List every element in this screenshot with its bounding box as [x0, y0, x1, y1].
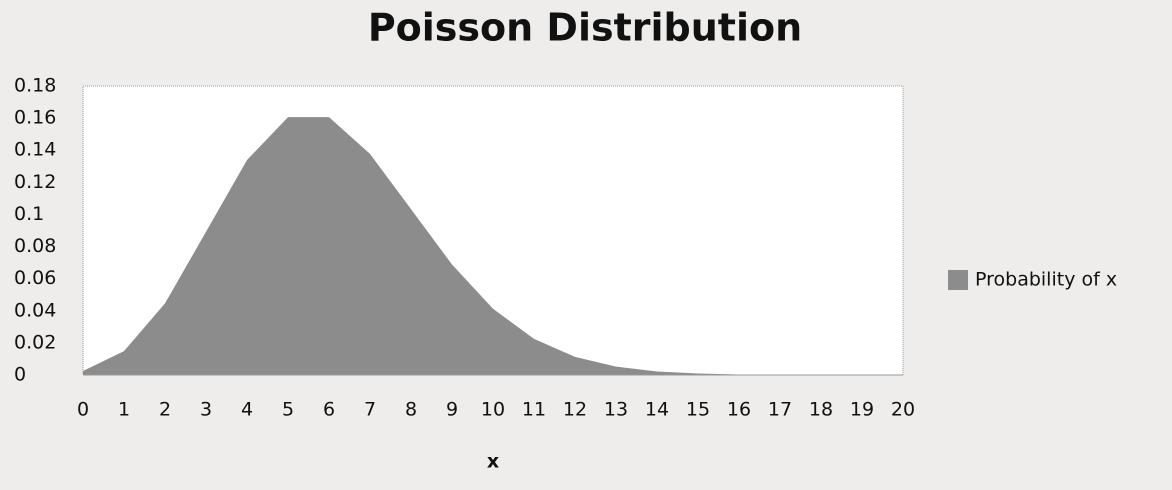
y-tick-label: 0.14 — [14, 139, 56, 161]
y-tick-label: 0.18 — [14, 75, 56, 97]
y-tick-label: 0.06 — [14, 267, 56, 289]
x-tick-label: 17 — [768, 399, 792, 421]
x-tick-label: 7 — [364, 399, 376, 421]
x-tick-label: 4 — [241, 399, 253, 421]
x-tick-label: 18 — [809, 399, 833, 421]
x-tick-label: 11 — [522, 399, 546, 421]
x-tick-label: 13 — [604, 399, 628, 421]
x-tick-label: 15 — [686, 399, 710, 421]
y-tick-label: 0.02 — [14, 331, 56, 353]
chart-title: Poisson Distribution — [368, 6, 802, 50]
x-axis-label: x — [487, 451, 499, 473]
y-tick-label: 0 — [14, 364, 26, 386]
x-tick-label: 6 — [323, 399, 335, 421]
y-tick-label: 0.08 — [14, 235, 56, 257]
x-tick-label: 10 — [481, 399, 505, 421]
x-tick-label: 3 — [200, 399, 212, 421]
x-tick-label: 12 — [563, 399, 587, 421]
x-tick-label: 9 — [446, 399, 458, 421]
x-tick-label: 0 — [77, 399, 89, 421]
x-tick-label: 1 — [118, 399, 130, 421]
x-tick-label: 5 — [282, 399, 294, 421]
y-tick-label: 0.04 — [14, 299, 56, 321]
legend-label: Probability of x — [975, 269, 1117, 291]
x-tick-label: 8 — [405, 399, 417, 421]
y-tick-label: 0.16 — [14, 107, 56, 129]
x-tick-label: 16 — [727, 399, 751, 421]
legend-swatch — [948, 270, 968, 290]
y-tick-label: 0.1 — [14, 203, 44, 225]
x-tick-label: 2 — [159, 399, 171, 421]
y-tick-label: 0.12 — [14, 171, 56, 193]
area — [83, 117, 903, 376]
x-tick-label: 20 — [891, 399, 915, 421]
x-tick-label: 14 — [645, 399, 669, 421]
x-tick-label: 19 — [850, 399, 874, 421]
